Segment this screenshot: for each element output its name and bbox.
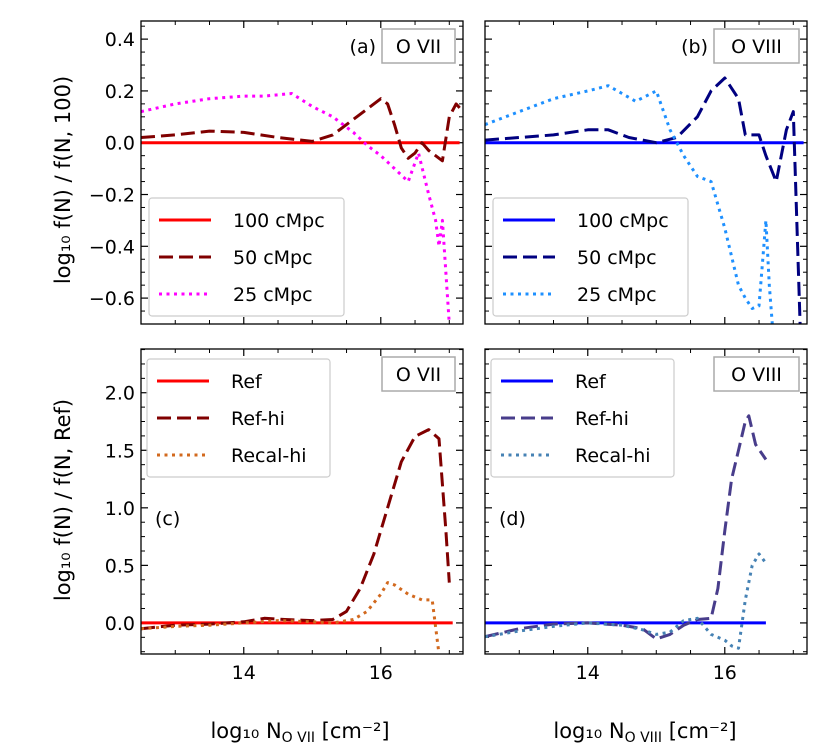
x-tick-label: 16 xyxy=(713,662,737,684)
legend-label: Ref-hi xyxy=(231,408,285,430)
y-tick-label: 0.2 xyxy=(105,81,135,103)
ylabel-top: log₁₀ f(N) / f(N, 100) xyxy=(51,76,75,284)
xlabel-right-unit: [cm⁻²] xyxy=(662,719,737,743)
panel-b: 100 cMpc 50 cMpc 25 cMpc O VIII (b) xyxy=(484,20,808,325)
legend: Ref Ref-hi Recal-hi xyxy=(146,358,331,478)
y-tick-label: 1.5 xyxy=(105,440,135,462)
legend-label: 100 cMpc xyxy=(233,210,325,232)
panel-tag: (a) xyxy=(350,36,376,58)
axes-frame xyxy=(140,348,464,655)
xlabel-right-main: log₁₀ N xyxy=(553,719,624,743)
ion-label-box xyxy=(713,28,800,64)
series-line-25-cmpc xyxy=(141,92,451,324)
series-group xyxy=(485,76,804,324)
ion-label: O VIII xyxy=(731,364,782,386)
legend: 100 cMpc 50 cMpc 25 cMpc xyxy=(492,197,689,317)
series-line-50-cmpc xyxy=(141,97,463,163)
xlabel-left-main: log₁₀ N xyxy=(210,719,281,743)
xlabel-left: log₁₀ NO VII [cm⁻²] xyxy=(210,719,389,746)
legend-box xyxy=(146,358,331,478)
series-line-recal-hi xyxy=(485,552,768,650)
legend-label: Ref xyxy=(231,371,263,393)
legend-label: Ref xyxy=(575,371,607,393)
panel-d: 14 16 Ref Ref-hi Recal-hi O VIII (d) xyxy=(484,348,808,684)
y-tick-label: 2.0 xyxy=(105,383,135,405)
legend-box xyxy=(492,197,689,317)
ion-label-box xyxy=(381,28,456,64)
axes-frame xyxy=(484,20,808,325)
legend-label: 25 cMpc xyxy=(577,284,657,306)
y-tick-label: −0.6 xyxy=(89,288,135,310)
y-tick-label: 0.5 xyxy=(105,555,135,577)
legend-label: 50 cMpc xyxy=(577,247,657,269)
legend-label: Recal-hi xyxy=(575,445,651,467)
ion-label-box xyxy=(381,356,456,392)
xlabel-left-sub: O VII xyxy=(282,730,315,746)
ylabel-bottom: log₁₀ f(N) / f(N, Ref) xyxy=(51,399,75,601)
legend: Ref Ref-hi Recal-hi xyxy=(490,358,675,478)
panel-tag: (d) xyxy=(499,508,526,530)
y-tick-label: 0.4 xyxy=(105,29,135,51)
legend-label: Recal-hi xyxy=(231,445,307,467)
series-line-ref-hi xyxy=(141,428,451,631)
legend-label: 25 cMpc xyxy=(233,284,313,306)
y-tick-label: −0.4 xyxy=(89,236,135,258)
y-tick-label: 1.0 xyxy=(105,498,135,520)
x-tick-label: 16 xyxy=(369,662,393,684)
legend-label: 50 cMpc xyxy=(233,247,313,269)
ion-label-box xyxy=(713,356,800,392)
legend-box xyxy=(490,358,675,478)
xlabel-right-sub: O VIII xyxy=(625,730,662,746)
legend: 100 cMpc 50 cMpc 25 cMpc xyxy=(148,197,345,317)
legend-box xyxy=(148,197,345,317)
legend-label: 100 cMpc xyxy=(577,210,669,232)
ion-label: O VII xyxy=(396,36,441,58)
y-tick-label: 0.0 xyxy=(105,613,135,635)
panel-c: 14 16 0.0 0.5 1.0 1.5 2.0 Ref Ref-hi Recal-hi O VI… xyxy=(105,348,464,684)
axes-frame xyxy=(140,20,464,325)
series-line-50-cmpc xyxy=(485,76,802,324)
series-group xyxy=(141,428,453,654)
legend-label: Ref-hi xyxy=(575,408,629,430)
panel-tag: (c) xyxy=(155,508,180,530)
y-tick-label: 0.0 xyxy=(105,133,135,155)
y-tick-label: −0.2 xyxy=(89,185,135,207)
x-tick-label: 14 xyxy=(576,662,600,684)
series-group xyxy=(485,414,768,650)
series-group xyxy=(141,92,463,324)
axes-frame xyxy=(484,348,808,655)
x-tick-label: 14 xyxy=(232,662,256,684)
xlabel-right: log₁₀ NO VIII [cm⁻²] xyxy=(553,719,736,746)
xlabel-left-unit: [cm⁻²] xyxy=(315,719,390,743)
ion-label: O VII xyxy=(396,364,441,386)
panel-a: −0.6 −0.4 −0.2 0.0 0.2 0.4 100 cMpc 50 cMpc 25 c… xyxy=(89,20,464,325)
panel-tag: (b) xyxy=(681,36,708,58)
ion-label: O VIII xyxy=(731,36,782,58)
